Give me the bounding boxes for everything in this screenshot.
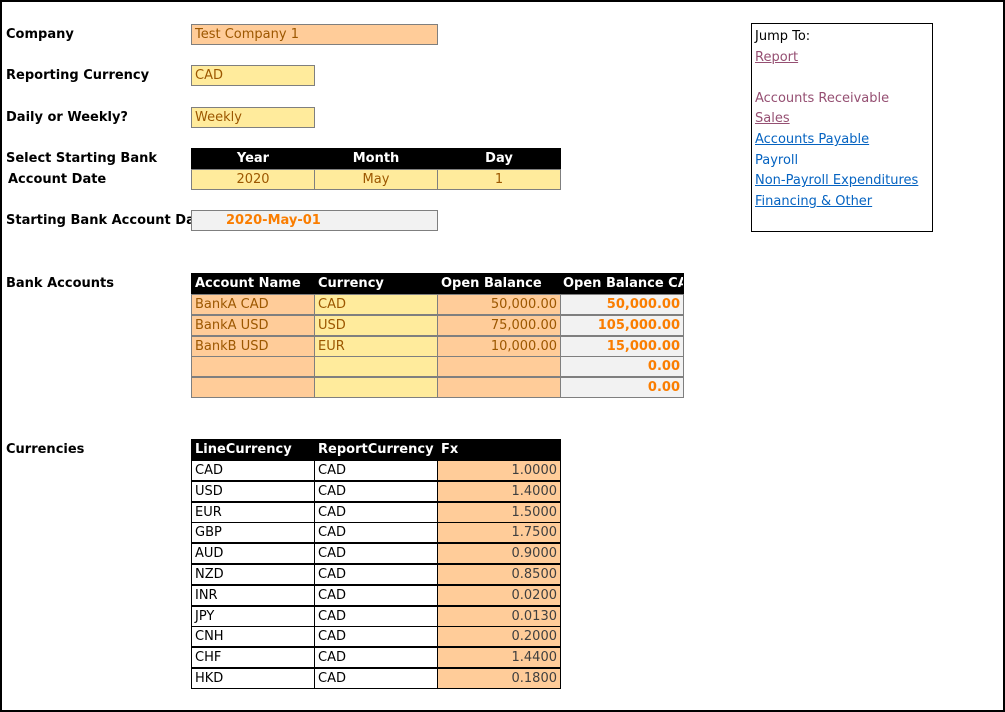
company-label: Company bbox=[6, 27, 74, 42]
line-currency-cell: EUR bbox=[191, 501, 315, 523]
select-start-label-1: Select Starting Bank bbox=[6, 151, 157, 166]
line-currency-cell: AUD bbox=[191, 543, 315, 565]
line-currency-cell: NZD bbox=[191, 564, 315, 585]
line-currency-cell: CAD bbox=[191, 460, 315, 481]
select-start-label-2: Account Date bbox=[8, 172, 107, 187]
jump-to-title: Jump To: bbox=[755, 29, 811, 44]
report-currency-cell: CAD bbox=[314, 480, 438, 502]
fx-rate-cell[interactable]: 1.7500 bbox=[437, 522, 561, 544]
account-name-cell[interactable]: BankB USD bbox=[191, 335, 315, 357]
year-header: Year bbox=[191, 148, 315, 169]
fx-rate-cell[interactable]: 1.4400 bbox=[437, 647, 561, 669]
fx-header: Fx bbox=[437, 439, 561, 460]
report-currency-cell: CAD bbox=[314, 668, 438, 689]
open-balance-cad-header: Open Balance CAD bbox=[560, 273, 684, 294]
report-currency-cell: CAD bbox=[314, 460, 438, 481]
currency-cell[interactable]: CAD bbox=[314, 294, 438, 315]
sales-link[interactable]: Sales bbox=[755, 111, 790, 127]
currency-cell[interactable]: EUR bbox=[314, 335, 438, 357]
report-currency-cell: CAD bbox=[314, 522, 438, 544]
account-name-cell[interactable] bbox=[191, 356, 315, 378]
open-balance-cell[interactable]: 75,000.00 bbox=[437, 314, 561, 336]
bank-accounts-label: Bank Accounts bbox=[6, 276, 114, 291]
line-currency-cell: INR bbox=[191, 584, 315, 606]
open-balance-cad-cell: 105,000.00 bbox=[560, 314, 684, 336]
report-currency-cell: CAD bbox=[314, 647, 438, 669]
starting-date-text: 2020-May-01 bbox=[226, 213, 321, 228]
open-balance-cad-cell: 15,000.00 bbox=[560, 335, 684, 357]
report-currency-cell: CAD bbox=[314, 501, 438, 523]
fx-rate-cell[interactable]: 0.8500 bbox=[437, 564, 561, 585]
day-header: Day bbox=[437, 148, 561, 169]
line-currency-cell: USD bbox=[191, 480, 315, 502]
open-balance-cad-cell: 50,000.00 bbox=[560, 294, 684, 315]
open-balance-cell[interactable] bbox=[437, 356, 561, 378]
daily-weekly-label: Daily or Weekly? bbox=[6, 110, 128, 125]
account-name-cell[interactable]: BankA USD bbox=[191, 314, 315, 336]
day-input[interactable]: 1 bbox=[437, 169, 561, 190]
payroll-link[interactable]: Payroll bbox=[755, 152, 799, 168]
line-currency-cell: JPY bbox=[191, 605, 315, 627]
currency-cell[interactable] bbox=[314, 377, 438, 399]
fx-rate-cell[interactable]: 1.5000 bbox=[437, 501, 561, 523]
currency-header: Currency bbox=[314, 273, 438, 294]
reporting-currency-input[interactable]: CAD bbox=[191, 65, 315, 86]
fx-rate-cell[interactable]: 0.0200 bbox=[437, 584, 561, 606]
open-balance-cad-cell: 0.00 bbox=[560, 377, 684, 399]
year-input[interactable]: 2020 bbox=[191, 169, 315, 190]
currencies-label: Currencies bbox=[6, 442, 85, 457]
line-currency-cell: CNH bbox=[191, 626, 315, 648]
fx-rate-cell[interactable]: 1.0000 bbox=[437, 460, 561, 481]
fx-rate-cell[interactable]: 0.9000 bbox=[437, 543, 561, 565]
open-balance-header: Open Balance bbox=[437, 273, 561, 294]
daily-weekly-input[interactable]: Weekly bbox=[191, 107, 315, 128]
fx-rate-cell[interactable]: 0.2000 bbox=[437, 626, 561, 648]
report-currency-header: ReportCurrency bbox=[314, 439, 438, 460]
report-currency-cell: CAD bbox=[314, 543, 438, 565]
report-currency-cell: CAD bbox=[314, 584, 438, 606]
report-currency-cell: CAD bbox=[314, 626, 438, 648]
line-currency-cell: HKD bbox=[191, 668, 315, 689]
line-currency-header: LineCurrency bbox=[191, 439, 315, 460]
accounts-receivable-link[interactable]: Accounts Receivable bbox=[755, 90, 890, 106]
jump-to-box: Jump To: Report Accounts Receivable Sale… bbox=[751, 23, 933, 232]
account-name-cell[interactable] bbox=[191, 377, 315, 399]
fx-rate-cell[interactable]: 1.4000 bbox=[437, 480, 561, 502]
accounts-payable-link[interactable]: Accounts Payable bbox=[755, 131, 870, 147]
currency-cell[interactable] bbox=[314, 356, 438, 378]
report-currency-cell: CAD bbox=[314, 564, 438, 585]
report-link[interactable]: Report bbox=[755, 49, 799, 65]
reporting-currency-label: Reporting Currency bbox=[6, 68, 150, 83]
month-input[interactable]: May bbox=[314, 169, 438, 190]
account-name-cell[interactable]: BankA CAD bbox=[191, 294, 315, 315]
account-name-header: Account Name bbox=[191, 273, 315, 294]
open-balance-cad-cell: 0.00 bbox=[560, 356, 684, 378]
open-balance-cell[interactable]: 10,000.00 bbox=[437, 335, 561, 357]
starting-date-value: 2020-May-01 bbox=[191, 210, 438, 231]
fx-rate-cell[interactable]: 0.1800 bbox=[437, 668, 561, 689]
financing-link[interactable]: Financing & Other bbox=[755, 193, 873, 209]
line-currency-cell: GBP bbox=[191, 522, 315, 544]
month-header: Month bbox=[314, 148, 438, 169]
non-payroll-link[interactable]: Non-Payroll Expenditures bbox=[755, 173, 919, 189]
open-balance-cell[interactable] bbox=[437, 377, 561, 399]
starting-date-label: Starting Bank Account Date bbox=[6, 213, 210, 228]
line-currency-cell: CHF bbox=[191, 647, 315, 669]
report-currency-cell: CAD bbox=[314, 605, 438, 627]
currency-cell[interactable]: USD bbox=[314, 314, 438, 336]
fx-rate-cell[interactable]: 0.0130 bbox=[437, 605, 561, 627]
open-balance-cell[interactable]: 50,000.00 bbox=[437, 294, 561, 315]
company-input[interactable]: Test Company 1 bbox=[191, 24, 438, 45]
